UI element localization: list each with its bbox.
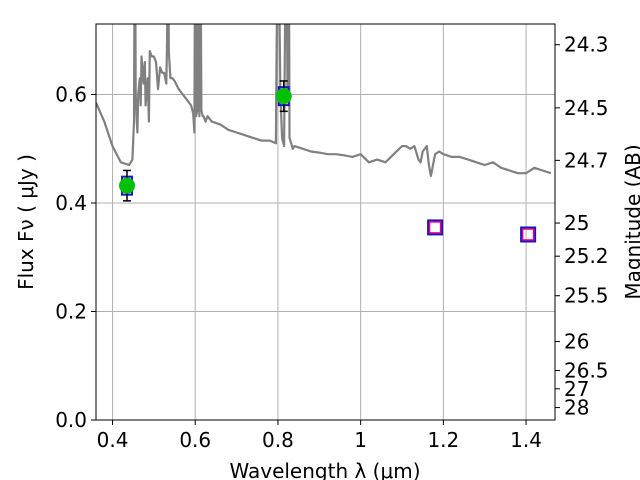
x-axis-ticks: 0.4 0.6 0.8 1 1.2 1.4 [97,420,542,452]
right-tick-label: 24.5 [564,96,609,120]
x-axis-title: Wavelength λ (μm) [229,459,420,480]
right-tick-label: 24.3 [564,33,609,57]
plot-frame [95,23,556,421]
model-spectrum [96,24,552,177]
right-tick-label: 24.7 [564,148,609,172]
right-tick-label: 25 [564,211,589,235]
y-tick-label: 0.0 [55,408,87,432]
x-tick-label: 0.8 [262,428,294,452]
grid [96,24,555,421]
right-tick-label: 26 [564,330,589,354]
spectrum-line [96,24,552,177]
right-tick-label: 25.2 [564,244,609,268]
x-tick-label: 0.6 [179,428,211,452]
y-tick-label: 0.4 [55,191,87,215]
right-tick-label: 26.5 [564,359,609,383]
upper-limit-marker-outer [427,219,444,236]
right-tick-label: 27 [564,377,589,401]
x-tick-label: 1.2 [427,428,459,452]
upper-limit-marker [521,228,535,241]
x-tick-label: 0.4 [97,428,129,452]
data-point [275,88,292,105]
y-tick-label: 0.2 [55,300,87,324]
photometry-points [119,80,537,243]
y-axis-ticks: 0.0 0.2 0.4 0.6 [55,83,96,432]
right-tick-label: 25.5 [564,284,609,308]
y-tick-label: 0.6 [55,83,87,107]
y-axis-title: Flux Fν ( μJy ) [14,154,38,290]
upper-limit-marker [428,221,442,234]
x-tick-label: 1.4 [510,428,542,452]
right-axis-title: Magnitude (AB) [621,144,640,299]
data-point [119,177,136,194]
upper-limit-marker-outer [520,226,537,243]
right-tick-label: 28 [564,396,589,420]
x-tick-label: 1 [354,428,367,452]
